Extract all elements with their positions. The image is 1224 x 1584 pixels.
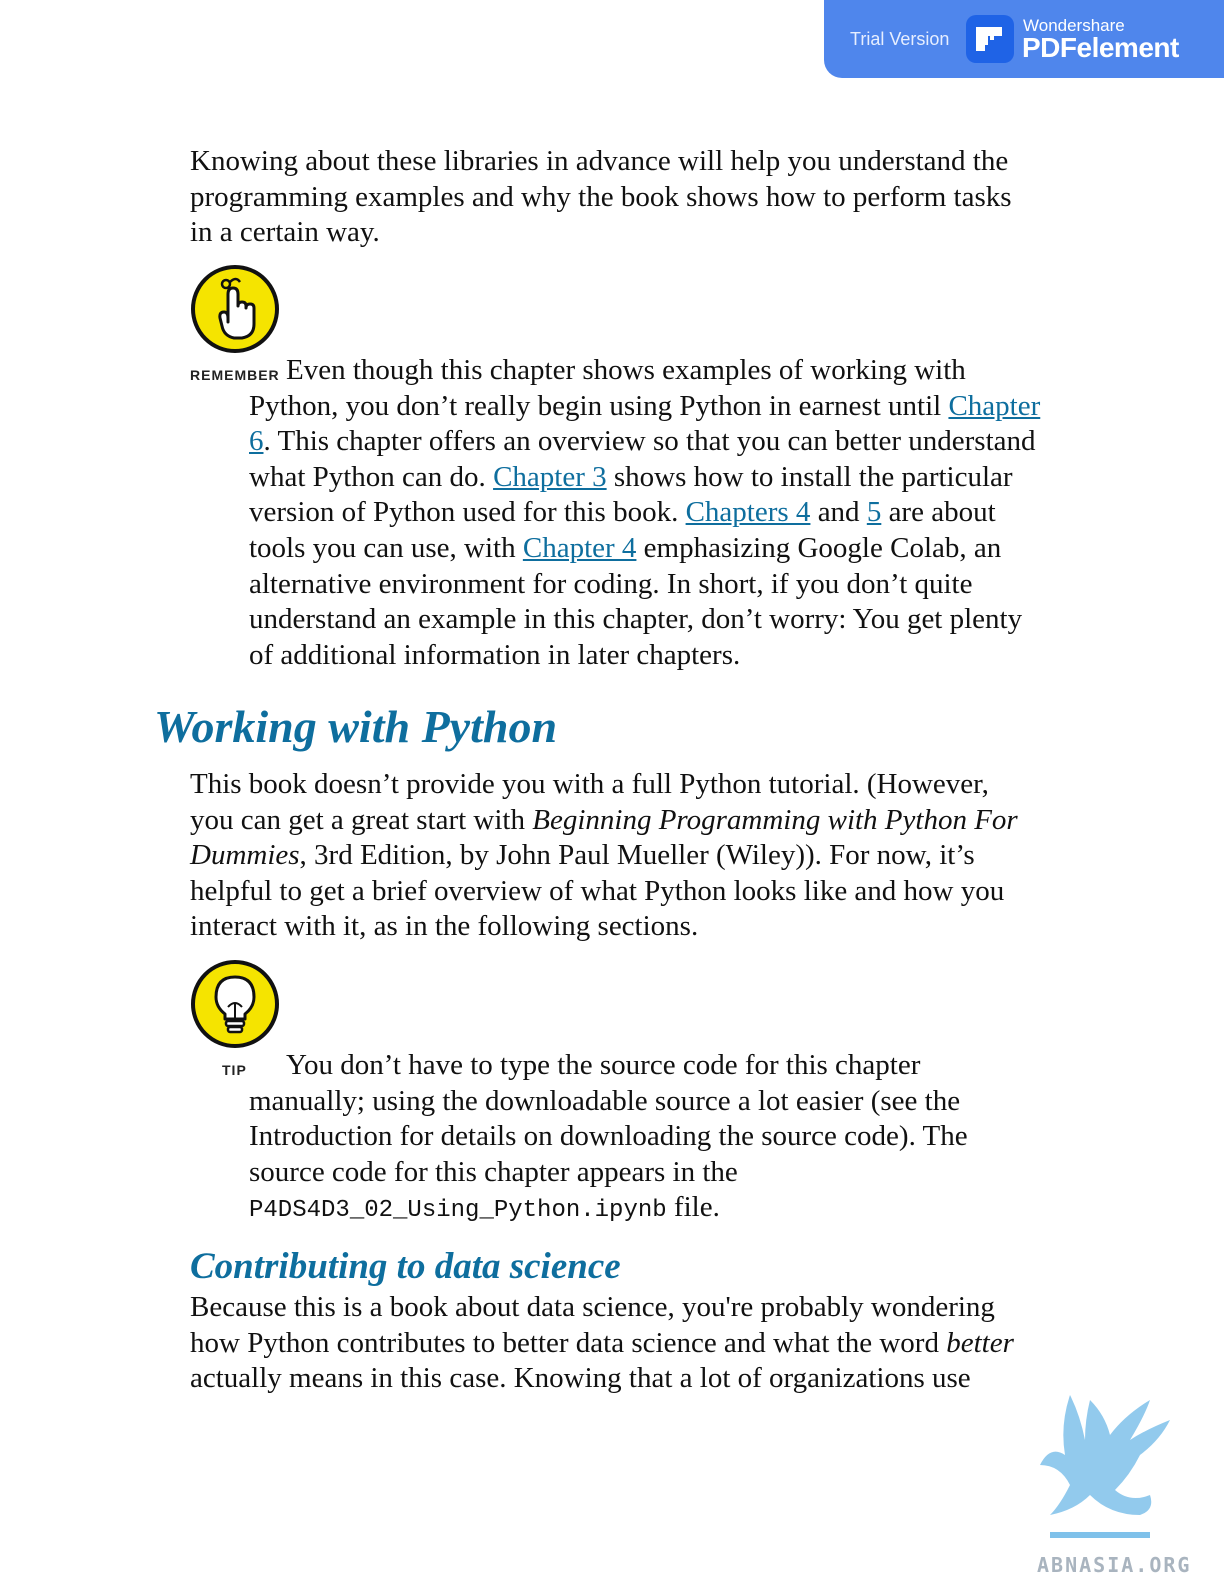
- code-filename: P4DS4D3_02_Using_Python.ipynb: [249, 1197, 667, 1225]
- tip-label: TIP: [222, 1062, 247, 1078]
- text-line: version of Python used for this book. Ch…: [249, 495, 1079, 531]
- text-line: Python, you don’t really begin using Pyt…: [249, 389, 1079, 425]
- text-line: tools you can use, with Chapter 4 emphas…: [249, 531, 1079, 567]
- subsection-heading: Contributing to data science: [190, 1246, 621, 1287]
- data-science-paragraph: Because this is a book about data scienc…: [190, 1290, 1070, 1397]
- section-heading: Working with Python: [154, 701, 558, 752]
- link-chapter-4[interactable]: Chapter 4: [522, 531, 637, 564]
- tip-first-line: You don’t have to type the source code f…: [286, 1048, 1086, 1084]
- python-intro-paragraph: This book doesn’t provide you with a ful…: [190, 767, 1070, 945]
- text-run: , 3rd Edition, by John Paul Mueller (Wil…: [299, 839, 975, 872]
- text-run: tools you can use, with: [249, 531, 523, 564]
- text-line: This book doesn’t provide you with a ful…: [190, 768, 989, 800]
- trial-badge[interactable]: Trial Version Wondershare PDFelement: [824, 0, 1224, 78]
- text-line: manually; using the downloadable source …: [249, 1084, 961, 1117]
- text-run: how Python contributes to better data sc…: [190, 1326, 947, 1359]
- text-run: shows how to install the particular: [606, 460, 1013, 493]
- text-line: Even though this chapter shows examples …: [286, 354, 966, 386]
- text-line: 6. This chapter offers an overview so th…: [249, 424, 1079, 460]
- text-line: Dummies, 3rd Edition, by John Paul Muell…: [190, 838, 1070, 874]
- remember-first-line: Even though this chapter shows examples …: [286, 353, 1086, 389]
- book-title-italic-cont: Dummies: [190, 839, 300, 872]
- link-chapter-6[interactable]: Chapter: [948, 389, 1041, 422]
- text-run: are about: [881, 496, 996, 529]
- text-line: in a certain way.: [190, 216, 380, 249]
- text-run: you can get a great start with: [190, 803, 533, 836]
- pdfelement-logo-icon: [966, 15, 1014, 63]
- text-line: You don’t have to type the source code f…: [286, 1049, 921, 1081]
- brand-wondershare: Wondershare: [1023, 16, 1125, 35]
- brand-pdfelement: PDFelement: [1022, 32, 1179, 63]
- text-run: and: [810, 496, 867, 529]
- text-line: actually means in this case. Knowing tha…: [190, 1362, 971, 1395]
- link-chapter-5[interactable]: 5: [866, 496, 882, 529]
- trial-version-label: Trial Version: [850, 29, 950, 49]
- book-title-italic: Beginning Programming with Python For: [532, 803, 1018, 836]
- remember-label: REMEMBER: [190, 367, 280, 383]
- lightbulb-icon: [190, 959, 280, 1054]
- tip-paragraph: manually; using the downloadable source …: [249, 1084, 1079, 1229]
- text-line: P4DS4D3_02_Using_Python.ipynb file.: [249, 1190, 1079, 1229]
- remember-paragraph: Python, you don’t really begin using Pyt…: [249, 389, 1079, 674]
- link-chapters-4[interactable]: Chapters 4: [685, 496, 811, 529]
- text-line: what Python can do. Chapter 3 shows how …: [249, 460, 1079, 496]
- text-line: programming examples and why the book sh…: [190, 180, 1012, 213]
- text-run: version of Python used for this book.: [249, 496, 686, 529]
- intro-paragraph: Knowing about these libraries in advance…: [190, 144, 1070, 251]
- text-run: file.: [666, 1191, 720, 1224]
- text-line: Introduction for details on downloading …: [249, 1120, 968, 1153]
- text-run: Python, you don’t really begin using Pyt…: [249, 389, 949, 422]
- text-line: understand an example in this chapter, d…: [249, 603, 1023, 636]
- link-chapter-3[interactable]: Chapter 3: [493, 460, 607, 493]
- text-line: of additional information in later chapt…: [249, 638, 741, 671]
- emphasis-italic: better: [946, 1326, 1014, 1359]
- link-chapter-6-cont[interactable]: 6: [249, 425, 264, 458]
- text-run: . This chapter offers an overview so tha…: [263, 425, 1036, 458]
- text-line: alternative environment for coding. In s…: [249, 567, 973, 600]
- griffin-logo-icon: [1030, 1385, 1180, 1575]
- text-line: interact with it, as in the following se…: [190, 910, 699, 943]
- text-run: what Python can do.: [249, 460, 494, 493]
- text-line: Knowing about these libraries in advance…: [190, 145, 1009, 177]
- text-run: emphasizing Google Colab, an: [636, 531, 1002, 564]
- text-line: Because this is a book about data scienc…: [190, 1291, 995, 1323]
- watermark-text: ABNASIA.ORG: [1037, 1553, 1192, 1577]
- pointing-finger-icon: [190, 264, 280, 359]
- text-line: helpful to get a brief overview of what …: [190, 874, 1005, 907]
- text-line: you can get a great start with Beginning…: [190, 803, 1070, 839]
- text-line: how Python contributes to better data sc…: [190, 1326, 1070, 1362]
- text-line: source code for this chapter appears in …: [249, 1155, 738, 1188]
